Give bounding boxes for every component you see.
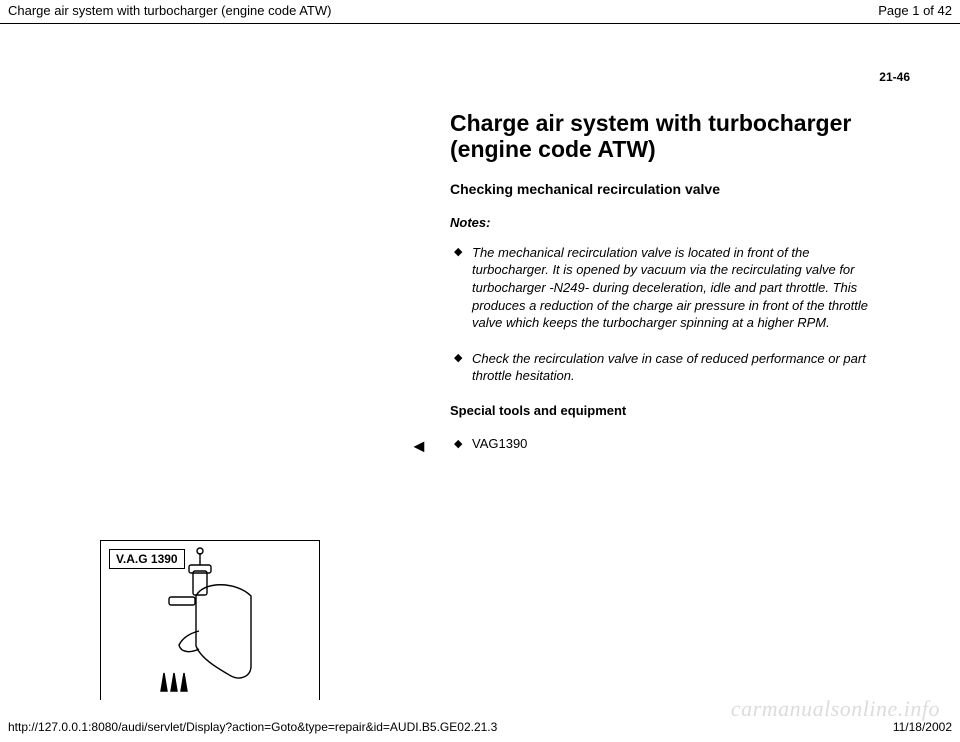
notes-item-text: Check the recirculation valve in case of… (472, 351, 866, 384)
page-number: 21-46 (879, 70, 910, 84)
content-column: Charge air system with turbocharger (eng… (450, 110, 870, 451)
footer-date: 11/18/2002 (893, 720, 952, 734)
tools-heading: Special tools and equipment (450, 403, 870, 418)
doc-subtitle: Checking mechanical recirculation valve (450, 181, 870, 197)
notes-item-text: The mechanical recirculation valve is lo… (472, 245, 868, 330)
doc-title: Charge air system with turbocharger (eng… (450, 110, 870, 163)
notes-label: Notes: (450, 215, 870, 230)
header-page-of: Page 1 of 42 (878, 3, 952, 18)
notes-item: ◆ The mechanical recirculation valve is … (450, 244, 870, 332)
header-title: Charge air system with turbocharger (eng… (8, 3, 331, 18)
tools-item: ◆ VAG1390 (450, 436, 870, 451)
tool-diagram: V.A.G 1390 (100, 540, 320, 700)
page-header: Charge air system with turbocharger (eng… (0, 0, 960, 24)
bullet-icon: ◆ (454, 245, 462, 260)
bullet-icon: ◆ (454, 437, 462, 450)
bullet-icon: ◆ (454, 351, 462, 366)
page-root: Charge air system with turbocharger (eng… (0, 0, 960, 742)
notes-item: ◆ Check the recirculation valve in case … (450, 350, 870, 385)
tool-diagram-svg (101, 541, 321, 701)
tools-row: ◄ ◆ VAG1390 (450, 436, 870, 451)
tools-item-text: VAG1390 (472, 436, 527, 451)
tools-list: ◆ VAG1390 (450, 436, 870, 451)
footer-url: http://127.0.0.1:8080/audi/servlet/Displ… (8, 720, 497, 734)
arrow-left-icon: ◄ (410, 436, 428, 457)
watermark: carmanualsonline.info (731, 696, 940, 722)
notes-list: ◆ The mechanical recirculation valve is … (450, 244, 870, 385)
